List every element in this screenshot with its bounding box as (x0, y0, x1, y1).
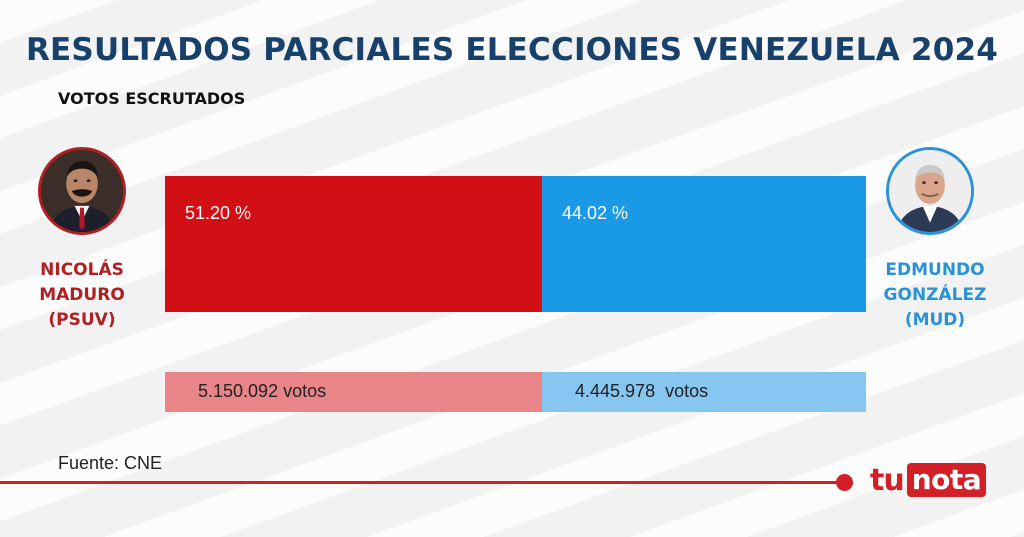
footer-rule (0, 481, 845, 484)
gonzalez-name-line2: GONZÁLEZ (883, 285, 987, 305)
gonzalez-name-label: EDMUNDO GONZÁLEZ (MUD) (870, 258, 1000, 333)
footer-rule-dot (836, 474, 853, 491)
gonzalez-avatar (886, 147, 974, 235)
gonzalez-party: (MUD) (904, 310, 966, 330)
maduro-name-line1: NICOLÁS (40, 260, 124, 280)
source-label: Fuente: CNE (58, 453, 163, 473)
maduro-avatar (38, 147, 126, 235)
maduro-portrait-icon (41, 150, 123, 232)
gonzalez-name-line1: EDMUNDO (885, 260, 985, 280)
maduro-party: (PSUV) (48, 310, 116, 330)
maduro-name-label: NICOLÁS MADURO (PSUV) (17, 258, 147, 333)
gonzalez-portrait-icon (889, 150, 971, 232)
chart-subtitle: VOTOS ESCRUTADOS (58, 89, 246, 108)
tunota-logo: tu nota (870, 462, 987, 498)
chart-title: RESULTADOS PARCIALES ELECCIONES VENEZUEL… (25, 32, 999, 68)
maduro-name-line2: MADURO (39, 285, 125, 305)
logo-part-nota: nota (906, 463, 987, 497)
logo-part-tu: tu (870, 462, 905, 498)
